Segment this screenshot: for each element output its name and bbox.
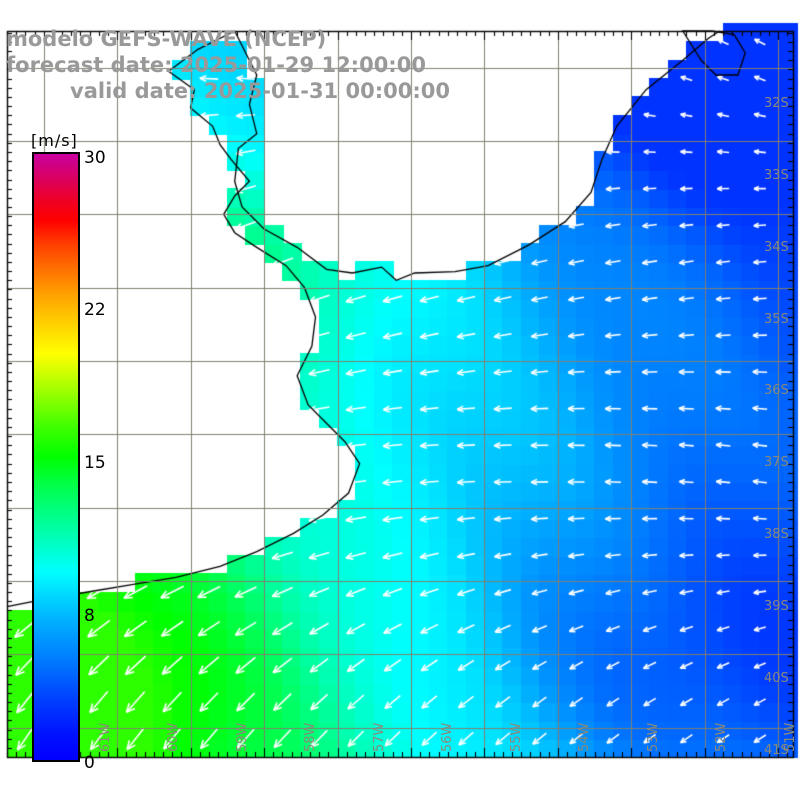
- lat-label-35S: 35S: [764, 312, 789, 327]
- colorbar-gradient: [32, 152, 80, 762]
- lat-label-40S: 40S: [764, 671, 789, 686]
- lat-label-34S: 34S: [764, 240, 789, 255]
- lat-label-36S: 36S: [764, 383, 789, 398]
- lon-label-58W: 58W: [303, 722, 318, 752]
- lon-label-56W: 56W: [440, 722, 455, 752]
- lon-label-51W: 51W: [783, 722, 798, 752]
- lon-label-54W: 54W: [577, 722, 592, 752]
- lon-label-60W: 60W: [166, 722, 181, 752]
- colorbar-tick-15: 15: [84, 453, 106, 473]
- colorbar-unit-label: [m/s]: [31, 131, 78, 150]
- lon-label-59W: 59W: [235, 722, 250, 752]
- lon-label-61W: 61W: [98, 722, 113, 752]
- colorbar-tick-0: 0: [84, 753, 95, 773]
- lat-label-41S: 41S: [764, 743, 789, 758]
- colorbar-tick-8: 8: [84, 606, 95, 626]
- lon-label-52W: 52W: [714, 722, 729, 752]
- lon-label-57W: 57W: [372, 722, 387, 752]
- colorbar-tick-30: 30: [84, 148, 106, 168]
- lat-label-39S: 39S: [764, 599, 789, 614]
- lat-label-37S: 37S: [764, 455, 789, 470]
- lon-label-53W: 53W: [646, 722, 661, 752]
- lat-label-32S: 32S: [764, 96, 789, 111]
- lon-label-55W: 55W: [509, 722, 524, 752]
- lat-label-38S: 38S: [764, 527, 789, 542]
- lat-label-33S: 33S: [764, 168, 789, 183]
- colorbar-tick-22: 22: [84, 300, 106, 320]
